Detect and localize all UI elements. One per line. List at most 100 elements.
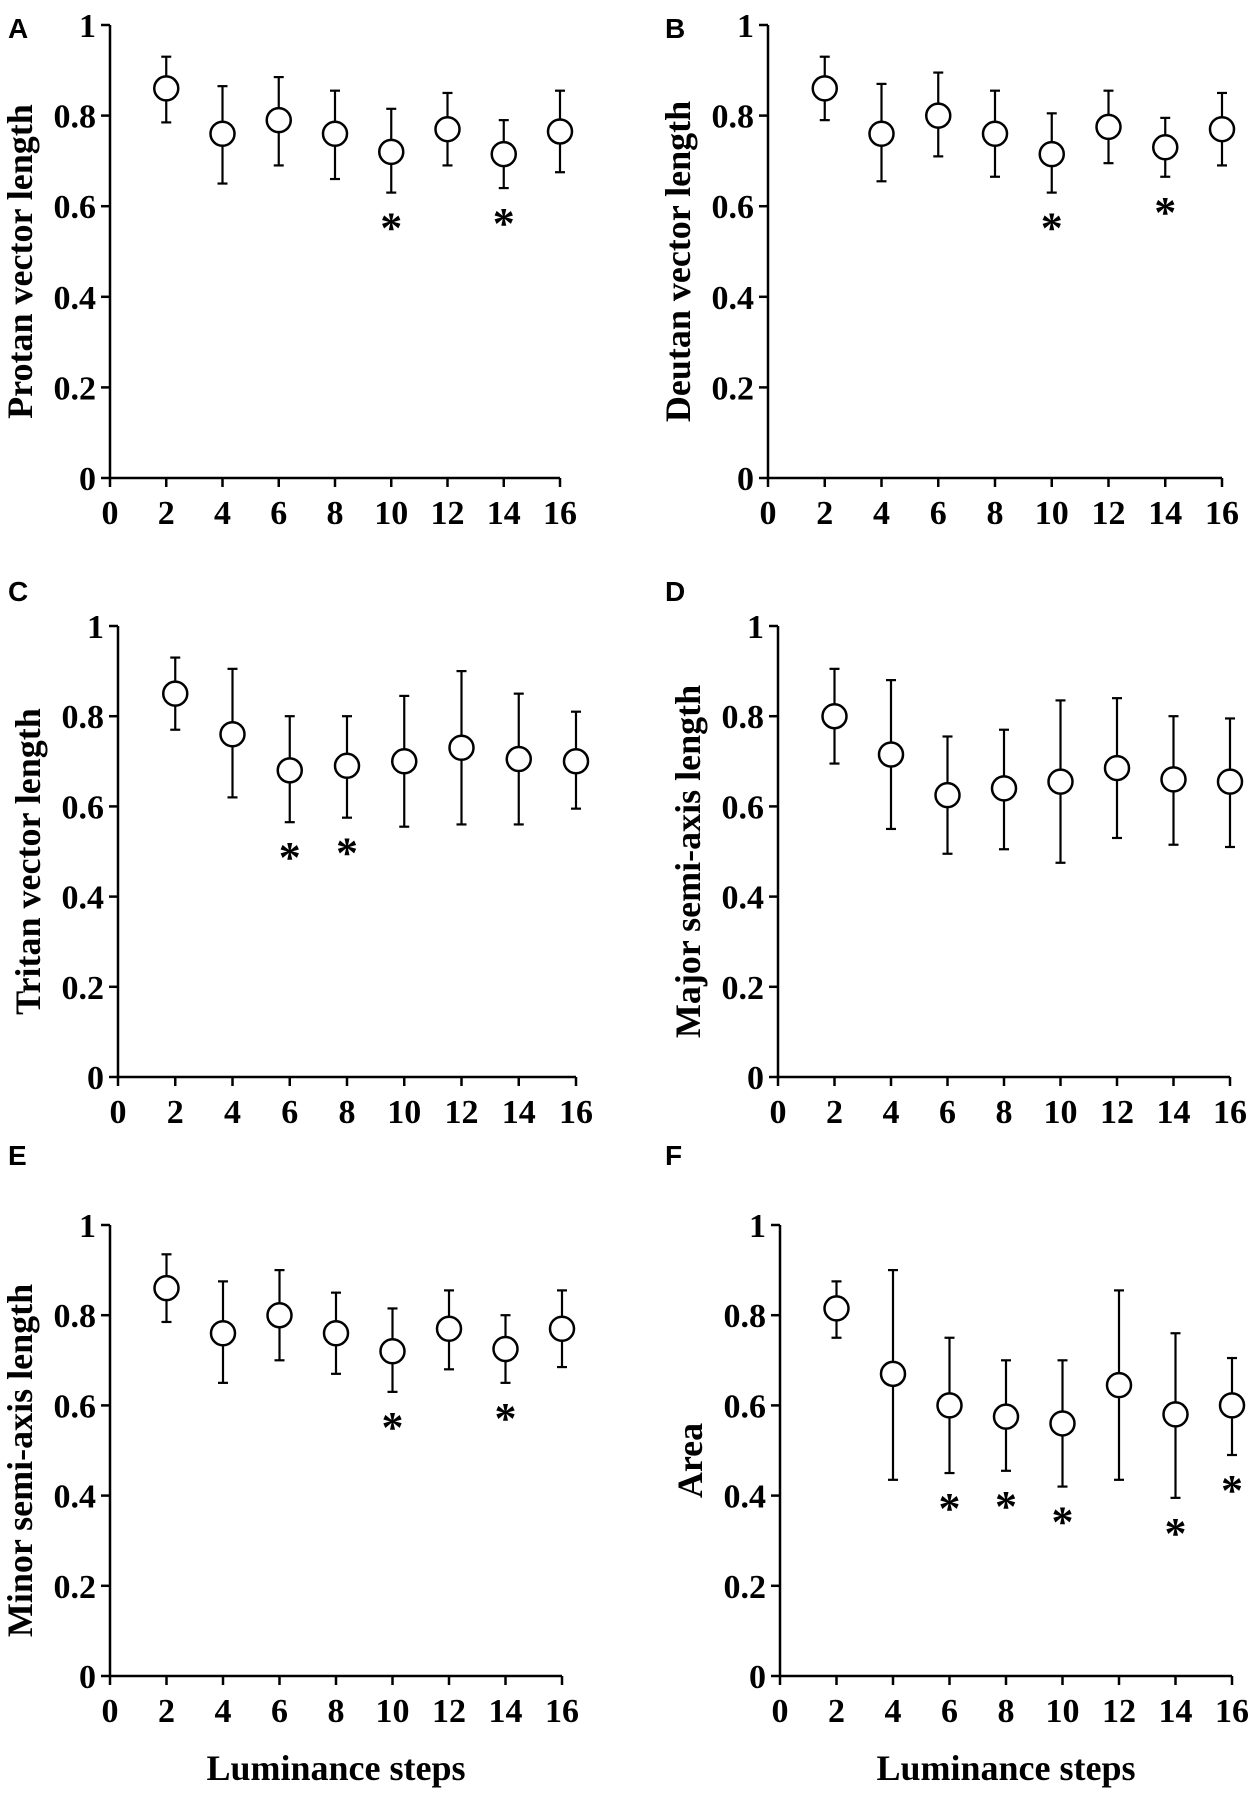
data-point [821,702,848,730]
x-tick-label: 10 [387,1094,421,1131]
data-point [321,120,349,147]
x-tick-label: 14 [489,1693,523,1730]
data-point [823,1295,850,1322]
x-tick-label: 4 [224,1094,241,1131]
x-tick-label: 14 [487,495,521,532]
x-tick-label: 2 [158,495,175,532]
x-tick-label: 12 [431,495,465,532]
y-tick-label: 0 [737,461,754,498]
panel-f: F00.20.40.60.810 2 4 6 8 10 12 14 16AreaLuminanc… [665,1140,1249,1788]
x-tick-label: 2 [158,1693,175,1730]
significance-star: * [939,1484,961,1533]
x-tick-label: 8 [998,1693,1015,1730]
x-tick-label: 6 [941,1693,958,1730]
data-point [868,120,895,147]
data-point [333,752,361,780]
y-tick-label: 0 [79,1659,96,1696]
y-tick-label: 0.4 [62,880,105,917]
data-point [1160,766,1187,793]
y-tick-label: 0.6 [54,1388,97,1425]
data-point [435,1315,463,1342]
data-point [1152,134,1179,161]
y-tick-label: 0.6 [722,789,765,826]
x-tick-label: 10 [1046,1693,1080,1730]
data-point [981,120,1009,147]
data-point [990,775,1018,802]
data-point [492,1335,519,1363]
data-point [1162,1401,1189,1428]
y-tick-label: 0.6 [724,1388,767,1425]
x-tick-label: 0 [770,1094,787,1131]
x-tick-label: 4 [883,1094,900,1131]
y-tick-label: 0.8 [724,1298,767,1335]
data-point [811,75,838,102]
data-point [434,115,461,143]
data-point [153,1274,180,1302]
y-tick-label: 0.2 [62,970,105,1007]
y-axis-title: Protan vector length [0,104,40,419]
y-tick-label: 1 [747,609,764,646]
x-tick-label: 4 [873,495,890,532]
y-tick-label: 0.4 [712,280,755,317]
y-tick-label: 0.2 [712,370,755,407]
x-tick-label: 6 [281,1094,298,1131]
y-tick-label: 0.8 [712,99,755,136]
y-tick-label: 0.8 [54,1298,97,1335]
significance-star: * [1221,1466,1243,1515]
x-tick-label: 16 [1213,1094,1247,1131]
significance-star: * [380,204,402,253]
data-point [548,1315,576,1342]
x-tick-label: 0 [102,495,119,532]
data-point [266,1301,293,1329]
y-axis-title: Minor semi-axis length [0,1284,40,1637]
significance-star: * [1165,1509,1187,1558]
y-axis-title: Major semi-axis length [668,685,708,1038]
significance-star: * [279,833,301,882]
data-point [879,1360,907,1388]
y-tick-label: 0.6 [54,189,97,226]
y-tick-label: 0.8 [722,699,765,736]
x-tick-label: 8 [996,1094,1013,1131]
x-tick-label: 0 [772,1693,789,1730]
y-tick-label: 0.4 [54,1479,97,1516]
data-point [505,745,532,773]
x-tick-label: 12 [1092,495,1126,532]
data-point [378,138,405,166]
x-tick-label: 10 [374,495,408,532]
y-tick-label: 0.2 [724,1569,767,1606]
y-tick-label: 0 [747,1060,764,1097]
x-tick-label: 10 [1035,495,1069,532]
data-point [322,1319,350,1347]
data-point [1095,113,1122,141]
x-tick-label: 2 [826,1094,843,1131]
x-tick-label: 14 [1159,1693,1193,1730]
x-tick-label: 10 [376,1693,410,1730]
data-point [1218,1392,1246,1419]
data-point [1049,1410,1076,1437]
x-tick-label: 0 [110,1094,127,1131]
significance-star: * [1052,1498,1074,1547]
x-tick-label: 4 [885,1693,902,1730]
x-tick-label: 4 [215,1693,232,1730]
x-tick-label: 8 [328,1693,345,1730]
data-point [276,757,303,784]
x-tick-label: 16 [543,495,577,532]
x-tick-label: 8 [987,495,1004,532]
significance-star: * [1041,204,1063,253]
data-point [209,1319,237,1347]
data-point [877,741,905,768]
x-tick-label: 6 [270,495,287,532]
y-tick-label: 0 [79,461,96,498]
x-tick-label: 12 [445,1094,479,1131]
y-tick-label: 0.2 [54,370,97,407]
x-tick-label: 2 [816,495,833,532]
data-point [1038,140,1065,168]
data-point [1105,1371,1133,1399]
y-tick-label: 1 [749,1208,766,1245]
data-point [490,140,517,168]
x-tick-label: 6 [939,1094,956,1131]
